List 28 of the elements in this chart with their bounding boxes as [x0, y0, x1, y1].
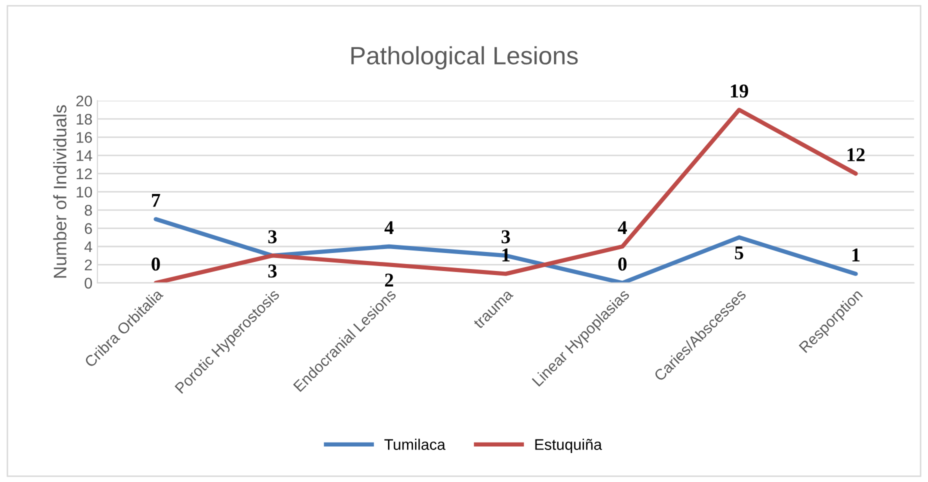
data-label: 3	[502, 230, 510, 244]
legend-label: Tumilaca	[384, 438, 446, 450]
data-label: 4	[618, 221, 627, 234]
y-tick-label: 12	[76, 168, 92, 180]
y-tick-label: 6	[84, 223, 92, 234]
y-tick-label: 8	[84, 204, 92, 216]
data-label: 0	[618, 258, 627, 271]
data-label: 4	[384, 221, 394, 234]
data-label: 1	[852, 248, 860, 262]
data-label: 2	[385, 274, 394, 287]
data-label: 7	[152, 194, 160, 207]
data-label: 3	[268, 230, 277, 244]
y-axis-title: Number of Individuals	[53, 105, 66, 278]
data-label: 0	[152, 258, 160, 271]
legend-label: Estuquiña	[535, 438, 602, 453]
y-tick-label: 14	[76, 150, 92, 161]
y-tick-label: 20	[76, 96, 92, 106]
chart-title: Pathological Lesions	[351, 46, 578, 70]
y-tick-label: 4	[84, 242, 92, 252]
y-tick-label: 0	[84, 278, 92, 289]
y-tick-label: 2	[84, 260, 92, 270]
y-tick-label: 10	[76, 186, 92, 198]
y-tick-label: 16	[76, 132, 92, 143]
data-label: 19	[730, 84, 748, 98]
y-tick-label: 18	[76, 114, 92, 125]
data-label: 3	[268, 264, 277, 278]
data-label: 12	[848, 148, 865, 162]
data-label: 5	[735, 246, 744, 260]
